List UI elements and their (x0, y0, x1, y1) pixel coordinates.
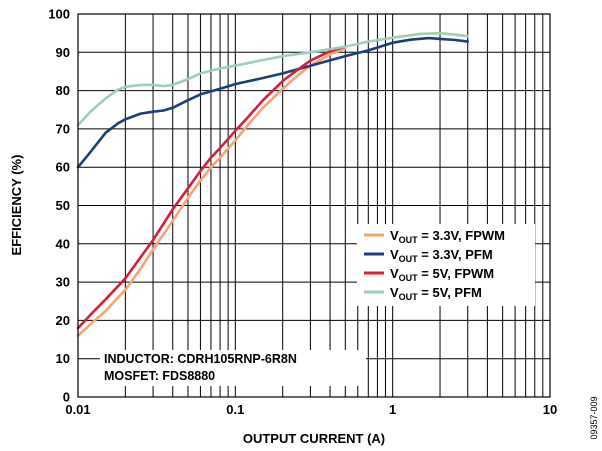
y-tick-label: 50 (56, 198, 70, 213)
legend: VOUT = 3.3V, FPWM VOUT = 3.3V, PFM VOUT = … (357, 224, 535, 306)
y-tick-label: 60 (56, 160, 70, 175)
y-tick-label: 10 (56, 351, 70, 366)
x-tick-label: 0.1 (226, 402, 244, 417)
y-axis-title: EFFICIENCY (%) (9, 155, 24, 256)
y-tick-label: 0 (63, 390, 70, 405)
series-line-3 (76, 45, 347, 330)
x-tick-label: 0.01 (65, 402, 90, 417)
annotation-inductor: INDUCTOR: CDRH105RNP-6R8N (104, 352, 297, 366)
annotation-mosfet: MOSFET: FDS8880 (104, 369, 215, 383)
y-tick-label: 20 (56, 313, 70, 328)
x-tick-label: 10 (543, 402, 557, 417)
x-tick-label: 1 (389, 402, 396, 417)
y-tick-label: 90 (56, 45, 70, 60)
series-line-2 (76, 36, 470, 169)
legend-label-4: VOUT = 5V, PFM (390, 285, 482, 302)
legend-label-3: VOUT = 5V, FPWM (390, 266, 494, 283)
y-tick-label: 70 (56, 121, 70, 136)
legend-box (357, 224, 535, 306)
series-line-1 (76, 47, 347, 338)
y-tick-label: 30 (56, 275, 70, 290)
legend-label-2: VOUT = 3.3V, PFM (390, 247, 493, 264)
series-lines (76, 31, 470, 338)
grid (77, 13, 550, 398)
y-tick-label: 100 (48, 7, 70, 22)
plot-frame (77, 13, 551, 398)
y-tick-label: 40 (56, 236, 70, 251)
legend-label-1: VOUT = 3.3V, FPWM (390, 228, 505, 245)
x-axis-title: OUTPUT CURRENT (A) (243, 431, 385, 446)
annotation-background (100, 350, 366, 386)
figure-id: 09357-009 (589, 396, 599, 439)
tick-labels: 0 10 20 30 40 50 60 70 80 90 100 0.01 0.1 1 10 (48, 7, 557, 418)
annotation-box: INDUCTOR: CDRH105RNP-6R8N MOSFET: FDS888… (100, 350, 366, 386)
y-tick-label: 80 (56, 83, 70, 98)
series-line-4 (76, 31, 470, 127)
